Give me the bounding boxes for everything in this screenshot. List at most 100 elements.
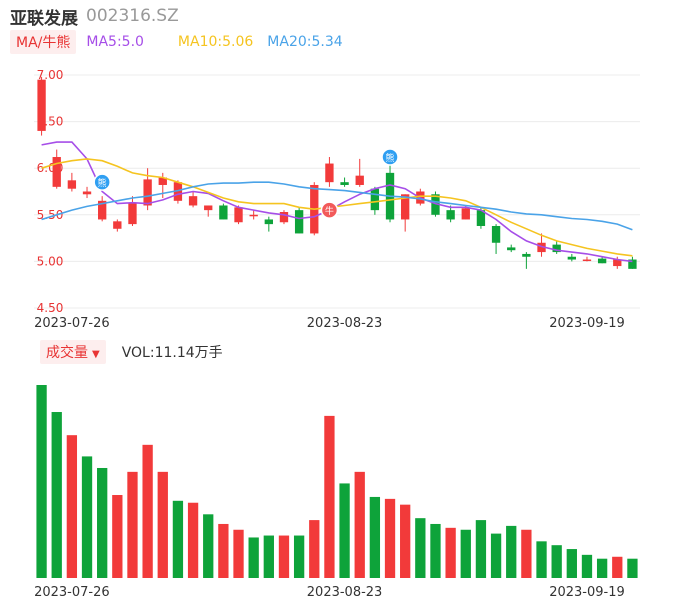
volume-bar [97, 467, 108, 578]
volume-bar [172, 500, 184, 578]
price-date-label: 2023-08-23 [307, 316, 383, 331]
volume-bar [187, 502, 199, 578]
volume-bar [309, 520, 320, 578]
dropdown-caret-icon: ▼ [92, 349, 100, 360]
volume-bar [127, 471, 138, 578]
candle-body [567, 256, 576, 260]
volume-bar [36, 385, 47, 578]
marker-label: 熊 [386, 152, 395, 164]
volume-bar [400, 504, 411, 578]
price-date-label: 2023-09-19 [549, 316, 625, 331]
marker-label: 牛 [325, 205, 334, 217]
volume-bar [112, 495, 123, 578]
volume-legend: 成交量 ▼ VOL:11.14万手 [40, 340, 223, 364]
volume-bar [354, 471, 365, 578]
ma5-legend: MA5:5.0 [86, 34, 144, 50]
volume-bar [81, 456, 93, 578]
bull-marker-icon [320, 201, 339, 219]
y-tick-label: 7.00 [37, 68, 64, 82]
volume-bar [218, 523, 229, 578]
stock-name: 亚联发展 [10, 8, 78, 29]
volume-bar [369, 496, 381, 578]
volume-bar [566, 549, 577, 578]
candle-body [507, 247, 516, 251]
volume-date-label: 2023-07-26 [34, 585, 110, 600]
volume-bar [384, 498, 396, 578]
ma10-legend: MA10:5.06 [177, 34, 254, 50]
volume-bar [66, 435, 78, 578]
volume-bar [248, 537, 259, 578]
volume-bar [51, 412, 62, 578]
marker-label: 熊 [98, 177, 107, 189]
volume-bar [506, 525, 517, 578]
candle-body [537, 242, 546, 253]
volume-date-label: 2023-08-23 [307, 585, 383, 600]
candle-body [234, 207, 243, 223]
candle-body [476, 210, 486, 226]
bear-marker-icon [381, 148, 399, 166]
volume-date-label: 2023-09-19 [549, 585, 625, 600]
volume-toggle-label: 成交量 [46, 345, 88, 361]
candle-body [188, 196, 198, 206]
candle-body [597, 258, 607, 264]
candle-body [613, 259, 622, 267]
candle-body [325, 163, 334, 183]
volume-bar [142, 444, 153, 578]
volume-bar [581, 554, 593, 578]
y-tick-label: 4.50 [37, 301, 64, 315]
candle-body [219, 205, 228, 220]
volume-bar [551, 545, 562, 578]
volume-bar [521, 529, 532, 578]
ma20-line [41, 181, 633, 231]
price-date-label: 2023-07-26 [34, 316, 110, 331]
candle-body [204, 205, 213, 211]
volume-bar [415, 518, 426, 578]
volume-bar [490, 533, 502, 578]
candle-body [628, 259, 637, 269]
ma-legend: MA/牛熊 MA5:5.0 MA10:5.06 MA20:5.34 [10, 30, 343, 54]
volume-bar [293, 535, 305, 578]
volume-bar [596, 558, 608, 578]
candle-body [552, 244, 561, 253]
volume-bar [278, 535, 290, 578]
y-tick-label: 5.00 [37, 254, 64, 268]
candle-body [82, 191, 92, 195]
bear-marker-icon [93, 173, 111, 191]
volume-bar [203, 514, 214, 578]
candle-body [431, 194, 440, 215]
volume-bar [263, 535, 274, 578]
volume-bar [475, 520, 487, 578]
candle-body [128, 202, 137, 225]
candle-body [52, 157, 61, 187]
candle-body [461, 208, 470, 220]
volume-bar [339, 483, 350, 578]
candle-body [340, 182, 349, 185]
candle-body [158, 177, 167, 185]
candle-body [294, 210, 304, 234]
candle-body [37, 79, 46, 131]
volume-bar [612, 556, 623, 578]
candle-body [446, 210, 455, 220]
volume-bar [445, 527, 456, 578]
candle-body [113, 221, 122, 229]
ma-toggle-button[interactable]: MA/牛熊 [10, 30, 77, 54]
stock-header: 亚联发展 002316.SZ [10, 4, 179, 29]
volume-bar [233, 529, 244, 578]
volume-bar [460, 529, 471, 578]
candle-body [582, 259, 592, 262]
candle-body [279, 212, 289, 223]
vol-value: VOL:11.14万手 [121, 345, 223, 361]
candle-body [370, 188, 380, 211]
volume-bar [324, 415, 335, 578]
ma20-legend: MA20:5.34 [267, 34, 343, 50]
volume-bar [536, 541, 547, 578]
candle-body [67, 180, 77, 189]
candle-body [522, 253, 531, 257]
candle-body [355, 175, 364, 185]
volume-toggle-button[interactable]: 成交量 ▼ [40, 340, 106, 364]
candle-body [401, 194, 410, 220]
candle-body [249, 214, 258, 217]
volume-bar [627, 558, 638, 578]
candle-body [491, 225, 501, 243]
